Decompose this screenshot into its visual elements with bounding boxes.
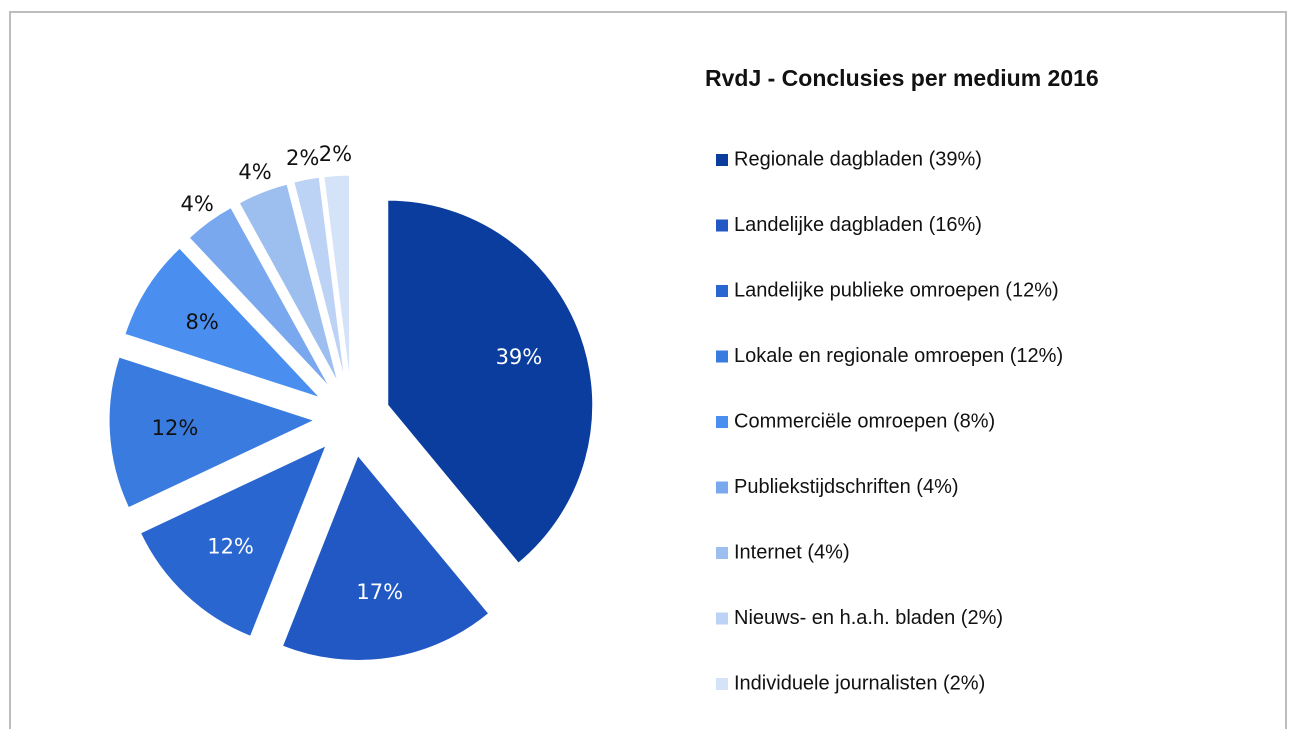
chart-border [9, 11, 1287, 729]
legend-swatch [716, 219, 728, 232]
data-label: 12% [152, 416, 199, 440]
legend-swatch [716, 285, 728, 297]
data-label: 12% [207, 534, 254, 558]
legend-swatch [716, 547, 728, 559]
pie-slice [139, 444, 327, 637]
data-label: 17% [356, 580, 403, 604]
legend-label: Landelijke dagbladen (16%) [734, 214, 982, 236]
pie-slice [108, 356, 316, 509]
legend-label: Individuele journalisten (2%) [734, 672, 985, 694]
legend-label: Commerciële omroepen (8%) [734, 410, 995, 432]
legend-swatch [716, 416, 728, 428]
data-label: 39% [496, 345, 543, 369]
legend-label: Regionale dagbladen (39%) [734, 148, 982, 170]
legend-label: Nieuws- en h.a.h. bladen (2%) [734, 607, 1003, 629]
legend-swatch [716, 481, 728, 494]
legend-swatch [716, 678, 728, 690]
pie-slice [238, 183, 339, 383]
legend-swatch [716, 350, 728, 363]
pie-slice [293, 176, 346, 381]
data-label: 8% [186, 310, 219, 334]
data-label: 4% [180, 192, 213, 216]
data-label: 2% [319, 142, 352, 166]
legend-label: Internet (4%) [734, 541, 850, 563]
legend-swatch [716, 154, 728, 166]
data-label: 4% [238, 160, 271, 184]
pie-slice [124, 247, 321, 399]
data-label: 2% [286, 146, 319, 170]
pie-slice [188, 206, 331, 388]
pie-slice [323, 174, 351, 381]
pie-slice [387, 199, 594, 564]
pie-slice [281, 454, 490, 662]
legend-label: Landelijke publieke omroepen (12%) [734, 279, 1059, 301]
legend-label: Publiekstijdschriften (4%) [734, 476, 959, 498]
chart-title: RvdJ - Conclusies per medium 2016 [705, 65, 1099, 91]
legend-label: Lokale en regionale omroepen (12%) [734, 345, 1063, 367]
legend-swatch [716, 612, 728, 625]
